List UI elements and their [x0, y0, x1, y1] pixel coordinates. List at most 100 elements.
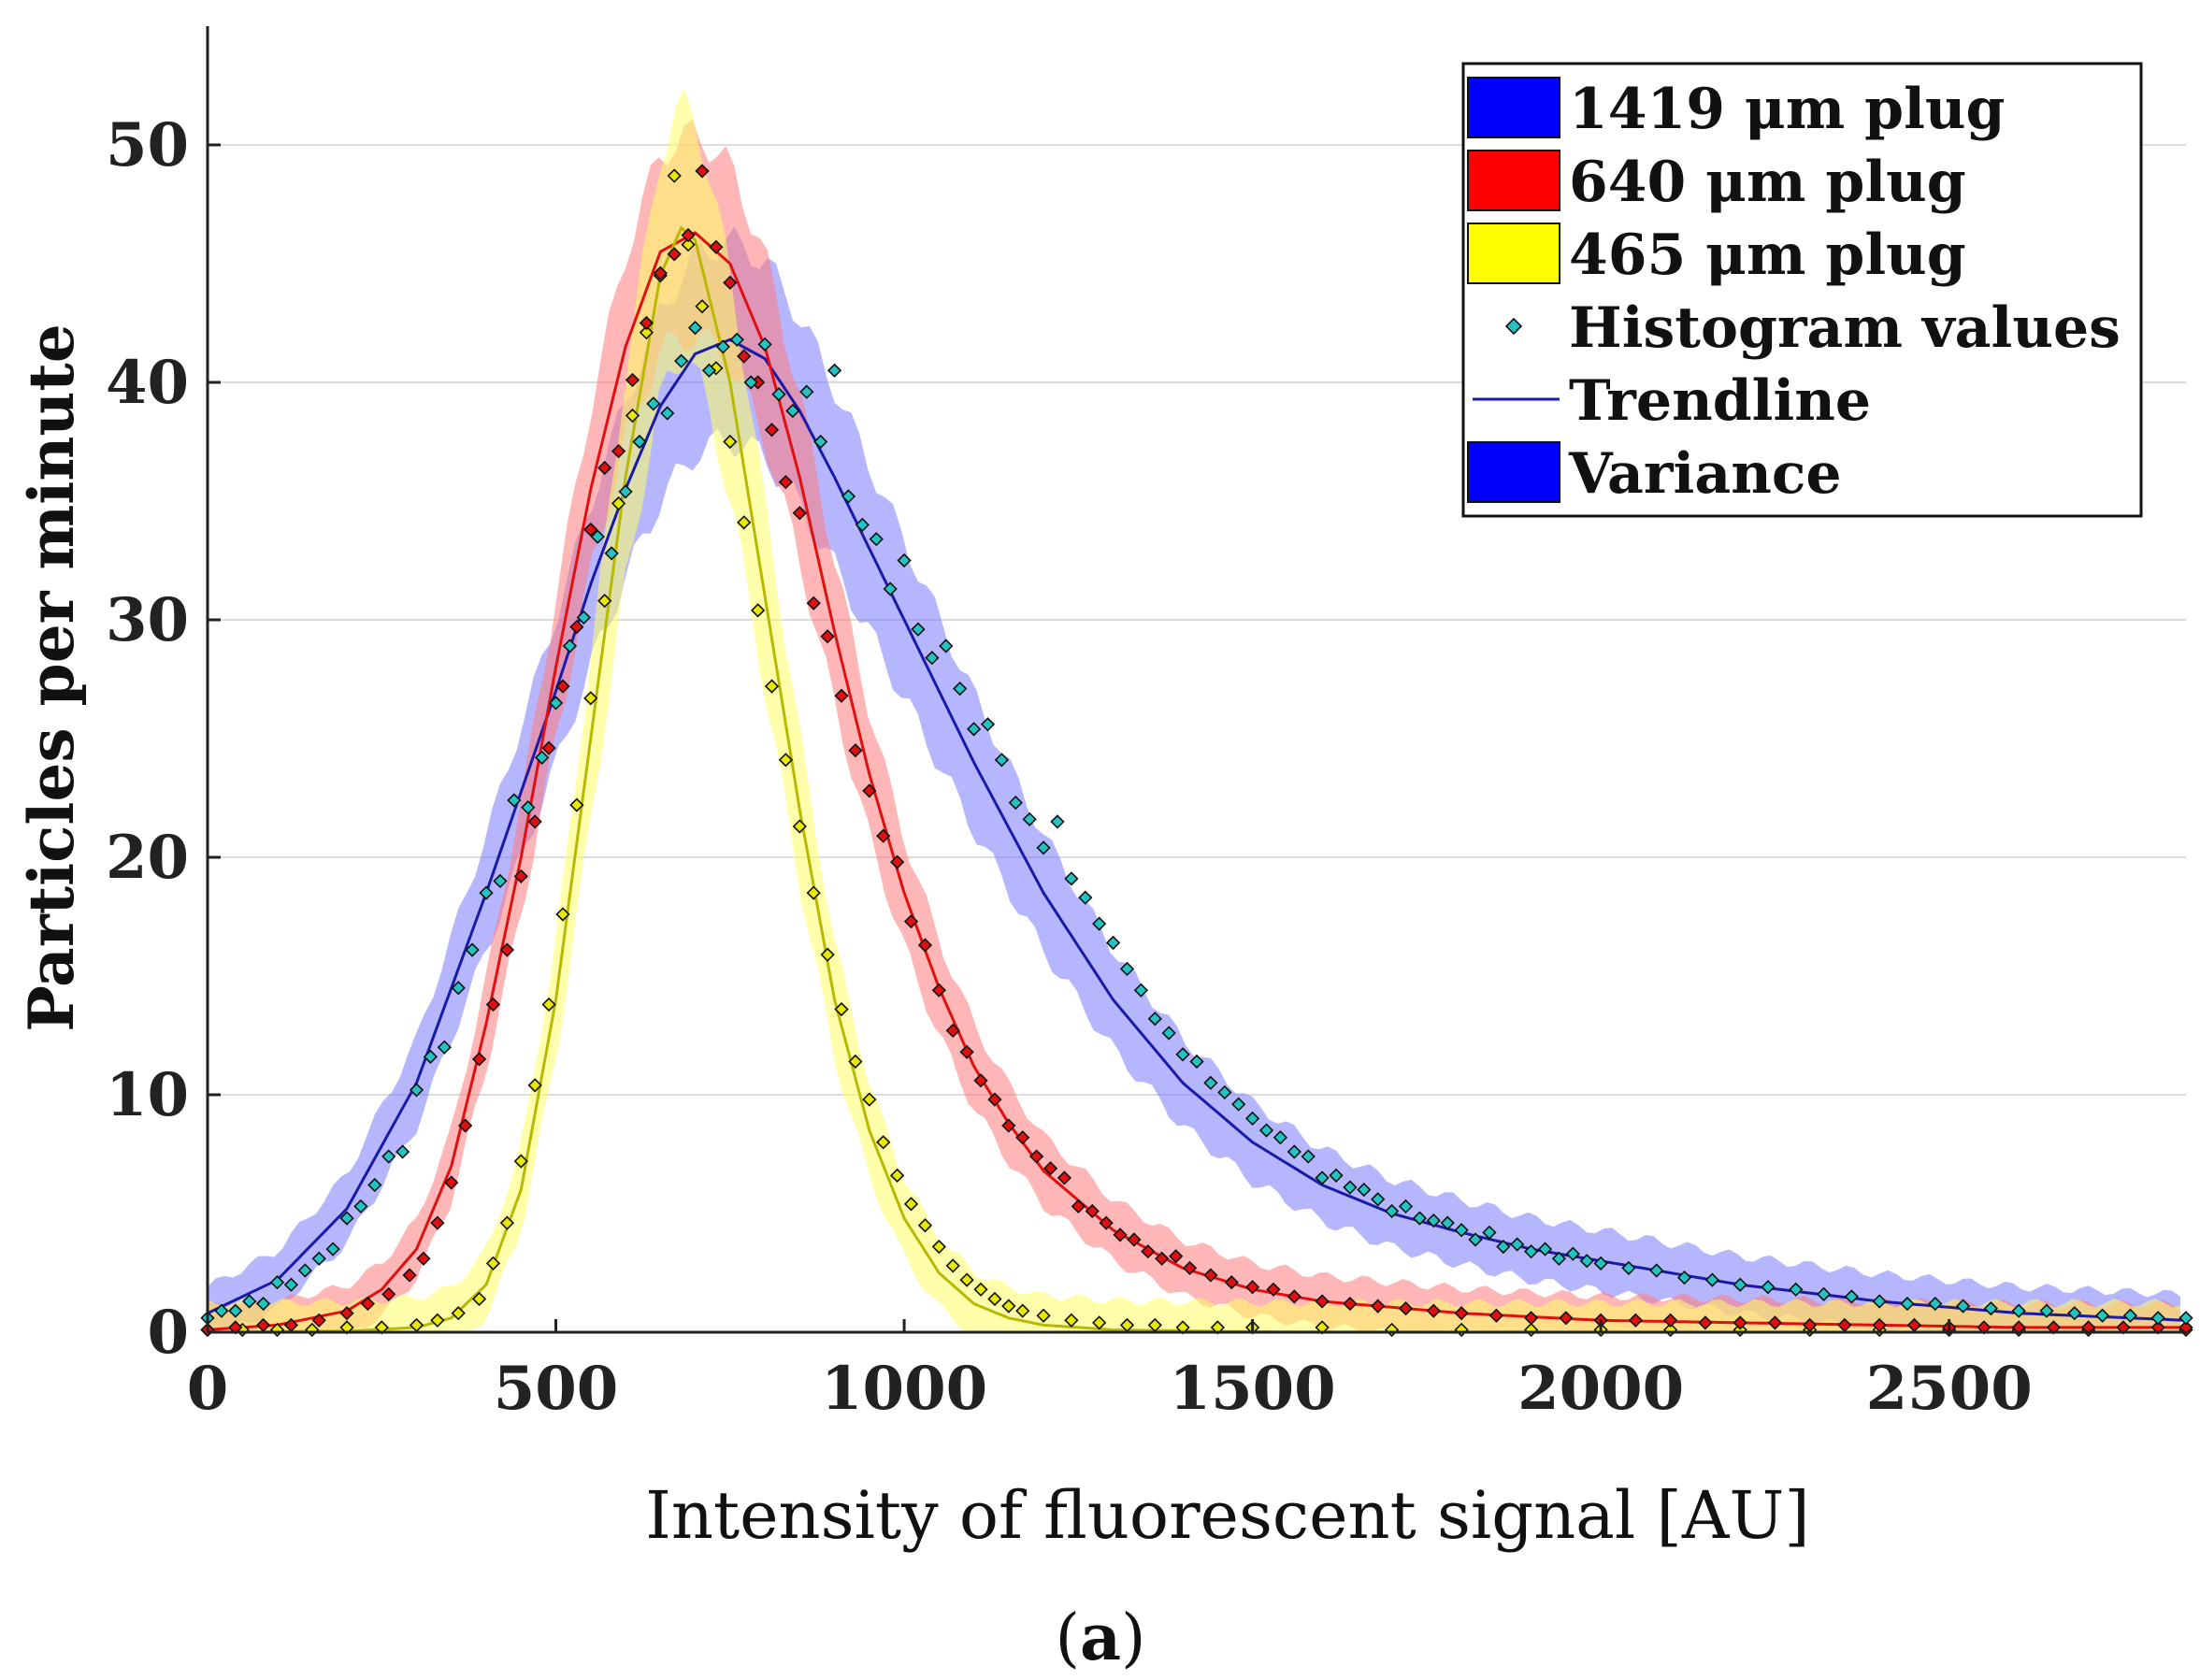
- legend-label-0: 1419 μm plug: [1569, 77, 2006, 142]
- data-point-s0-105: [1733, 1277, 1747, 1292]
- data-point-s1-58: [1099, 1215, 1114, 1230]
- data-point-s0-31: [632, 434, 647, 450]
- data-point-s0-46: [841, 489, 856, 504]
- data-point-s0-53: [939, 639, 954, 653]
- data-point-s0-118: [2094, 1308, 2110, 1323]
- data-point-s2-24: [681, 237, 696, 252]
- data-point-s1-31: [723, 275, 738, 290]
- data-point-s0-45: [827, 363, 842, 378]
- data-point-s1-8: [402, 1268, 417, 1283]
- data-point-s1-47: [945, 1023, 960, 1039]
- data-point-s0-99: [1579, 1254, 1594, 1269]
- data-point-s2-9: [471, 1291, 487, 1307]
- data-point-s1-68: [1266, 1282, 1281, 1297]
- legend-swatch-0: [1467, 77, 1560, 138]
- data-point-s2-41: [917, 1218, 933, 1233]
- data-point-s0-23: [521, 800, 536, 815]
- data-point-s0-34: [674, 353, 689, 368]
- tick-labels: 0 500 1000 1500 2000 2500 0 10 20 30 40 50: [106, 110, 2033, 1424]
- data-point-s1-54: [1042, 1161, 1058, 1176]
- data-point-s0-74: [1231, 1097, 1246, 1112]
- x-tick-label-0: 0: [187, 1354, 229, 1424]
- data-point-s0-3: [242, 1294, 257, 1309]
- data-point-s0-38: [729, 332, 744, 347]
- data-point-s0-15: [409, 1083, 424, 1098]
- data-point-s0-36: [701, 363, 717, 378]
- data-point-s1-27: [667, 247, 682, 262]
- data-point-s1-26: [653, 266, 668, 280]
- data-point-s0-106: [1761, 1280, 1776, 1295]
- data-point-s1-83: [1733, 1315, 1747, 1330]
- data-point-s1-24: [625, 372, 640, 388]
- data-point-s0-91: [1468, 1232, 1483, 1247]
- data-point-s0-57: [994, 753, 1010, 768]
- data-point-s1-63: [1169, 1249, 1184, 1264]
- data-point-s2-47: [1001, 1299, 1016, 1314]
- data-point-s2-23: [667, 168, 682, 183]
- data-point-s0-73: [1217, 1084, 1232, 1100]
- data-point-s2-16: [569, 797, 584, 812]
- data-point-s0-44: [813, 434, 828, 450]
- data-point-s0-121: [2178, 1311, 2193, 1326]
- data-point-s1-4: [311, 1313, 326, 1328]
- data-point-s1-74: [1426, 1303, 1441, 1318]
- data-point-s1-37: [806, 596, 821, 610]
- data-point-s1-11: [444, 1175, 459, 1190]
- data-point-s0-26: [562, 639, 578, 653]
- data-point-s2-34: [820, 947, 835, 962]
- y-tick-label-0: 0: [147, 1298, 189, 1368]
- data-point-s1-53: [1029, 1149, 1044, 1164]
- data-point-s2-30: [764, 679, 780, 694]
- data-point-s1-76: [1488, 1308, 1504, 1323]
- data-point-s0-93: [1496, 1239, 1511, 1255]
- data-point-s1-75: [1454, 1306, 1469, 1321]
- y-tick-label-1: 10: [106, 1060, 189, 1130]
- data-point-s2-35: [834, 1001, 849, 1017]
- data-point-s0-98: [1565, 1246, 1580, 1261]
- caption-letter: a: [1080, 1601, 1121, 1675]
- legend-label-4: Trendline: [1569, 368, 1871, 434]
- data-point-s2-42: [931, 1239, 946, 1255]
- data-point-s0-114: [1983, 1300, 1999, 1316]
- data-point-s0-7: [297, 1263, 312, 1278]
- data-point-s0-48: [869, 532, 884, 547]
- data-point-s0-109: [1844, 1289, 1859, 1304]
- data-point-s1-32: [737, 349, 752, 364]
- data-point-s1-5: [339, 1306, 354, 1321]
- data-point-s1-57: [1085, 1203, 1100, 1219]
- x-axis-label: Intensity of fluorescent signal [AU]: [645, 1477, 1809, 1554]
- data-point-s0-14: [395, 1144, 410, 1159]
- legend-label-3: Histogram values: [1569, 295, 2121, 361]
- data-point-s0-52: [925, 651, 940, 666]
- data-point-s1-35: [778, 475, 794, 490]
- data-point-s1-80: [1628, 1313, 1644, 1328]
- data-point-s0-117: [2067, 1306, 2082, 1321]
- data-point-s0-39: [743, 375, 758, 390]
- data-point-s0-81: [1329, 1168, 1344, 1183]
- data-point-s0-68: [1147, 1012, 1162, 1027]
- data-point-s2-31: [778, 753, 794, 768]
- x-tick-label-3: 1500: [1170, 1354, 1336, 1424]
- data-point-s0-16: [423, 1049, 439, 1064]
- data-point-s0-78: [1287, 1144, 1301, 1159]
- data-point-s0-25: [548, 696, 564, 711]
- data-point-s2-11: [499, 1215, 515, 1230]
- x-tick-label-2: 1000: [821, 1354, 987, 1424]
- data-point-s1-48: [959, 1044, 974, 1059]
- data-point-s0-29: [604, 546, 619, 561]
- data-point-s0-94: [1510, 1237, 1525, 1252]
- data-point-s1-19: [555, 679, 570, 694]
- data-point-s0-108: [1816, 1286, 1832, 1301]
- y-tick-label-4: 40: [106, 348, 189, 418]
- y-axis-label: Particles per minute: [15, 323, 88, 1032]
- data-point-s2-7: [430, 1313, 445, 1328]
- data-point-s0-42: [785, 403, 800, 419]
- data-point-s2-38: [876, 1135, 891, 1150]
- data-point-s0-10: [339, 1211, 354, 1226]
- data-point-s1-12: [458, 1118, 473, 1133]
- data-point-s0-18: [451, 981, 466, 996]
- x-tick-label-4: 2000: [1517, 1354, 1684, 1424]
- data-point-s0-24: [535, 750, 550, 765]
- data-point-s0-76: [1258, 1123, 1274, 1138]
- data-point-s0-83: [1357, 1182, 1372, 1198]
